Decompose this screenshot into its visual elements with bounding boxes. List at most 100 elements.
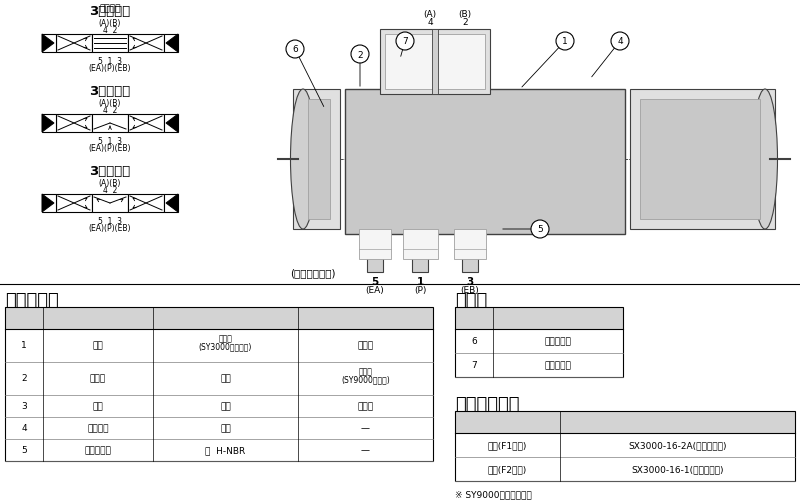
Text: —: —: [361, 445, 370, 454]
Circle shape: [351, 46, 369, 64]
Polygon shape: [42, 194, 54, 212]
Text: 树脂: 树脂: [220, 401, 231, 410]
Text: —: —: [361, 423, 370, 432]
Text: (本图为中封式): (本图为中封式): [290, 268, 335, 278]
Text: 7: 7: [402, 38, 408, 47]
Text: 材料: 材料: [220, 313, 231, 321]
Text: ※ SY9000上没有托架。: ※ SY9000上没有托架。: [455, 489, 532, 498]
Polygon shape: [166, 115, 178, 133]
Bar: [630, 90, 775, 229]
Bar: [455, 411, 795, 433]
Circle shape: [556, 33, 574, 51]
Bar: [56, 115, 92, 133]
Text: 3: 3: [21, 401, 27, 410]
Bar: [380, 30, 490, 95]
Text: 控制活塞: 控制活塞: [87, 423, 109, 432]
Text: 备注: 备注: [360, 313, 371, 321]
Text: 银白色: 银白色: [358, 401, 374, 410]
Text: 1: 1: [21, 340, 27, 349]
Bar: [403, 229, 438, 260]
Bar: [345, 90, 625, 234]
Text: 2: 2: [462, 18, 468, 27]
Text: 5  1  3: 5 1 3: [98, 137, 122, 146]
Bar: [5, 308, 433, 329]
Circle shape: [396, 33, 414, 51]
Bar: [462, 237, 478, 273]
Bar: [432, 30, 438, 95]
Text: 零部件名称: 零部件名称: [85, 313, 111, 321]
Text: 阀体: 阀体: [93, 340, 103, 349]
Text: 名称: 名称: [502, 416, 513, 425]
Text: 5: 5: [371, 277, 378, 287]
Text: (A)(B): (A)(B): [99, 99, 121, 108]
Bar: [42, 194, 56, 212]
Circle shape: [611, 33, 629, 51]
Text: (EA): (EA): [366, 286, 384, 295]
Ellipse shape: [753, 90, 778, 229]
Text: 通口块组件: 通口块组件: [545, 360, 571, 369]
Text: 托架(F2形用): 托架(F2形用): [488, 464, 527, 473]
Bar: [293, 90, 340, 229]
Bar: [128, 194, 164, 212]
Text: 6: 6: [292, 46, 298, 55]
Ellipse shape: [290, 90, 315, 229]
Bar: [92, 194, 128, 212]
Bar: [92, 35, 128, 53]
Circle shape: [286, 41, 304, 59]
Text: (EB): (EB): [461, 286, 479, 295]
Text: 托架(F1形用): 托架(F1形用): [488, 440, 527, 449]
Text: (EA)(P)(EB): (EA)(P)(EB): [89, 144, 131, 153]
Text: SX3000-16-2A(带安装螺钉): SX3000-16-2A(带安装螺钉): [628, 440, 726, 449]
Text: 型号: 型号: [672, 416, 683, 425]
Text: 5  1  3: 5 1 3: [98, 216, 122, 225]
Bar: [308, 100, 330, 219]
Text: 图形符号: 图形符号: [99, 4, 121, 13]
Bar: [164, 194, 178, 212]
Text: 压铸铝: 压铸铝: [218, 333, 233, 342]
Text: (SY3000为压铸锌): (SY3000为压铸锌): [199, 341, 252, 350]
Text: 4: 4: [427, 18, 433, 27]
Bar: [128, 35, 164, 53]
Text: 构成零部件: 构成零部件: [5, 292, 58, 310]
Text: (A)(B): (A)(B): [99, 19, 121, 28]
Bar: [56, 194, 92, 212]
Bar: [385, 35, 485, 90]
Bar: [164, 115, 178, 133]
Polygon shape: [42, 115, 54, 133]
Bar: [412, 237, 428, 273]
Text: (SY9000银灰色): (SY9000银灰色): [341, 374, 390, 383]
Bar: [367, 237, 383, 273]
Text: 树脂: 树脂: [220, 423, 231, 432]
Text: (EA)(P)(EB): (EA)(P)(EB): [89, 64, 131, 73]
Text: 5: 5: [21, 445, 27, 454]
Bar: [5, 308, 433, 461]
Text: 主阀芯组件: 主阀芯组件: [85, 445, 111, 454]
Text: 连接板: 连接板: [90, 373, 106, 382]
Bar: [42, 35, 56, 53]
Text: (A)(B): (A)(B): [99, 179, 121, 188]
Bar: [455, 411, 795, 481]
Text: 4  2: 4 2: [103, 26, 117, 35]
Text: 6: 6: [471, 336, 477, 345]
Text: 4  2: 4 2: [103, 186, 117, 194]
Text: 5: 5: [537, 225, 543, 234]
Text: 4: 4: [617, 38, 623, 47]
Text: 2: 2: [357, 51, 363, 60]
Text: 电磁先导阀: 电磁先导阀: [545, 336, 571, 345]
Text: (P): (P): [414, 286, 426, 295]
Text: 2: 2: [21, 373, 27, 382]
Bar: [128, 115, 164, 133]
Text: 端板: 端板: [93, 401, 103, 410]
Text: 树脂: 树脂: [220, 373, 231, 382]
Bar: [42, 115, 56, 133]
Bar: [92, 115, 128, 133]
Bar: [359, 229, 391, 260]
Text: 序号: 序号: [18, 313, 30, 321]
Text: 名称: 名称: [553, 313, 563, 321]
Polygon shape: [166, 194, 178, 212]
Circle shape: [531, 220, 549, 238]
Text: 可换件: 可换件: [455, 292, 487, 310]
Text: 3位中封式: 3位中封式: [90, 5, 130, 18]
Text: 铝  H-NBR: 铝 H-NBR: [206, 445, 246, 454]
Bar: [455, 308, 623, 329]
